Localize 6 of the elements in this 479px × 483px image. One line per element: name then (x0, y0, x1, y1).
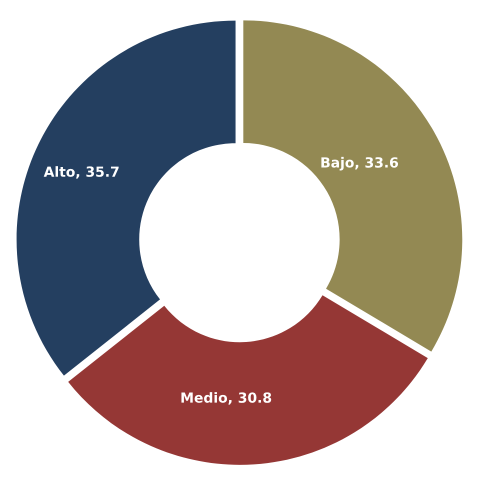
slice-label: Medio (181, 392, 228, 403)
data-label: , 30.8 (228, 392, 272, 405)
data-label: , 35.7 (76, 166, 119, 179)
data-label: , 33.6 (355, 157, 398, 170)
slice-label: Alto (44, 166, 75, 177)
slice-label: Bajo (321, 156, 354, 170)
